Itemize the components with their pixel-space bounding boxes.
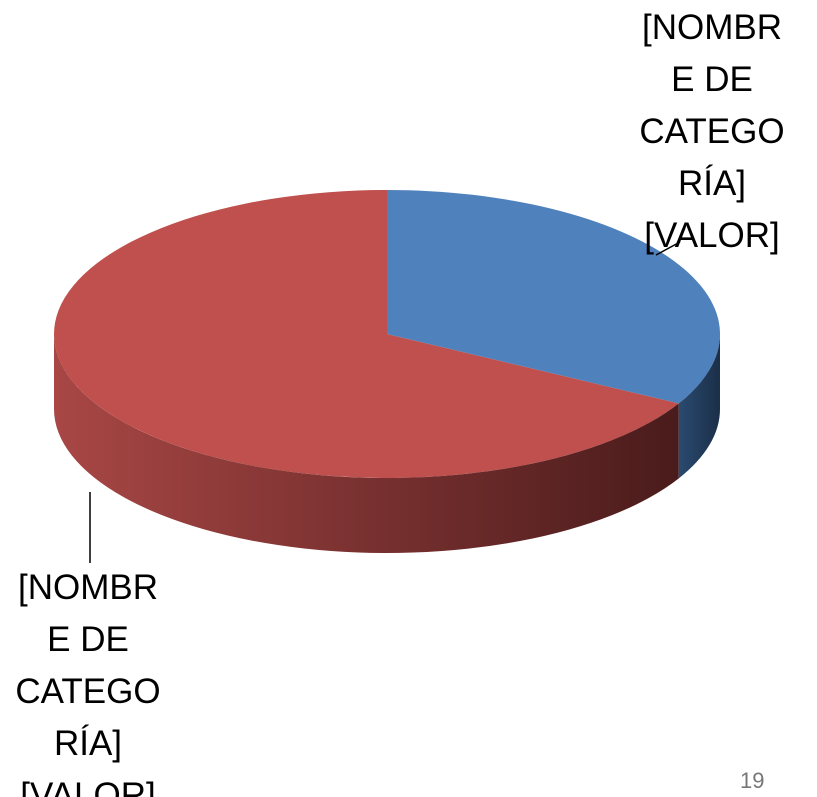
leader-line [655,241,681,256]
slice [54,190,679,478]
data-label: [NOMBRE DE CATEGORÍA] [VALOR] [15,568,161,797]
slice-side [678,334,720,479]
slice-side [53,334,679,554]
data-label: [NOMBRE DE CATEGORÍA][VALOR] [639,8,785,255]
page-number: 19 [740,768,765,793]
slice [387,190,721,404]
